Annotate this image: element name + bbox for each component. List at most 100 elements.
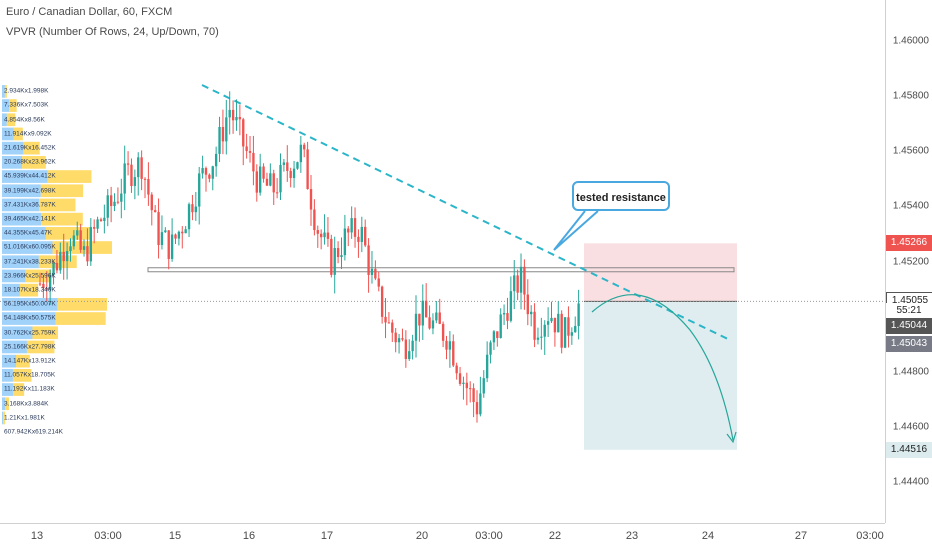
volume-profile-label: 18.107Kx18.346K (4, 286, 56, 294)
candle-body (370, 268, 374, 275)
candle-body (208, 174, 211, 179)
price-tick-label: 1.44800 (892, 366, 929, 378)
candle-body (553, 317, 557, 333)
volume-bar-up (2, 340, 27, 354)
candle-body (177, 231, 181, 239)
candle-body (458, 373, 462, 384)
candle-body (536, 337, 540, 340)
volume-bar-down (5, 397, 9, 411)
candle-body (242, 119, 245, 147)
candle-body (299, 144, 303, 163)
volume-bar-up (2, 241, 53, 254)
symbol-title[interactable]: Euro / Canadian Dollar, 60, FXCM (6, 6, 173, 18)
candle-body (570, 332, 574, 336)
candle-body (469, 388, 472, 390)
candle-body (150, 194, 153, 211)
candle-body (160, 232, 164, 246)
candle-body (408, 351, 411, 359)
volume-profile-label: 1.21Kx1.981K (4, 414, 45, 422)
time-tick-label: 03:00 (475, 530, 503, 542)
time-axis[interactable]: 13 03:00 15 16 17 20 03:00 22 23 24 27 03:00 (0, 523, 885, 551)
candle-body (113, 201, 116, 207)
candle-body (336, 248, 340, 258)
volume-bar-down (57, 298, 108, 311)
volume-profile-total: 607.942Kx619.214K (4, 428, 63, 436)
volume-profile-label: 54.148Kx50.575K (4, 314, 56, 322)
candle-body (303, 144, 306, 150)
candle-body (377, 278, 380, 287)
candle-body (231, 109, 235, 121)
candle-body (218, 126, 221, 154)
time-tick-label: 16 (242, 530, 256, 542)
candle-body (96, 219, 99, 229)
candle-body (45, 288, 48, 290)
candle-body (153, 210, 157, 213)
time-tick-label: 03:00 (856, 530, 884, 542)
volume-profile-label: 14.147Kx13.912K (4, 357, 56, 365)
volume-bar-up (2, 269, 26, 283)
candle-body (350, 218, 353, 233)
candle-body (292, 168, 296, 178)
annotation-callout[interactable]: tested resistance (572, 181, 670, 211)
volume-profile-label: 3.168Kx3.884K (4, 400, 49, 407)
candle-body (225, 117, 228, 142)
volume-bar-down (26, 340, 55, 354)
volume-bar-down (4, 85, 7, 98)
volume-profile-label: 56.195Kx50.007K (4, 300, 56, 308)
candle-body (387, 322, 391, 324)
candle-body (38, 283, 42, 285)
candle-body (184, 229, 187, 234)
candle-body (411, 340, 414, 352)
volume-bar-up (2, 184, 41, 198)
candle-body (424, 300, 428, 318)
volume-bar-up (2, 369, 13, 382)
volume-bar-down (23, 141, 40, 155)
candle-body (404, 339, 408, 359)
projection-arrow (591, 294, 734, 441)
price-axis[interactable]: 1.46000 1.45800 1.45600 1.45400 1.45200 1.448… (885, 0, 932, 523)
time-tick-label: 23 (625, 530, 639, 542)
candle-body (482, 378, 485, 394)
price-chart[interactable] (0, 0, 885, 523)
candle-body (380, 286, 384, 317)
volume-profile-label: 39.465Kx42.141K (4, 215, 56, 223)
candle-body (364, 226, 367, 246)
candle-body (174, 234, 177, 239)
volume-bar-up (2, 326, 33, 340)
candle-body (69, 246, 72, 252)
candle-body (316, 230, 319, 234)
candle-body (279, 164, 282, 193)
candle-body (421, 300, 424, 326)
volume-bar-up (2, 99, 10, 112)
candle-body (523, 266, 526, 295)
candle-body (214, 153, 218, 167)
volume-bar-up (2, 170, 48, 183)
price-badge-stop: 1.45266 (886, 235, 932, 252)
candle-body (259, 166, 262, 193)
volume-bar-up (2, 127, 14, 141)
candle-body (59, 251, 62, 271)
candle-body (519, 266, 523, 293)
candle-body (367, 245, 370, 275)
volume-bar-down (3, 411, 6, 425)
volume-bar-down (22, 156, 46, 169)
candle-body (272, 173, 275, 193)
time-tick-label: 22 (548, 530, 562, 542)
candle-body (492, 331, 496, 343)
candle-body (485, 354, 489, 379)
candle-body (496, 331, 499, 338)
candle-body (296, 162, 299, 169)
price-tick-label: 1.46000 (892, 35, 929, 47)
volume-profile-label: 23.966Kx25.596K (4, 272, 56, 280)
candle-body (211, 166, 214, 179)
candle-body (103, 217, 106, 221)
candle-body (374, 268, 377, 279)
candle-body (577, 303, 580, 327)
price-tick-label: 1.45200 (892, 256, 929, 267)
volume-bar-up (2, 113, 7, 127)
indicator-title[interactable]: VPVR (Number Of Rows, 24, Up/Down, 70) (6, 26, 219, 38)
price-badge-last: 1.45044 (886, 318, 932, 334)
volume-bar-down (12, 369, 32, 382)
candle-body (435, 312, 438, 321)
candle-body (79, 230, 82, 250)
